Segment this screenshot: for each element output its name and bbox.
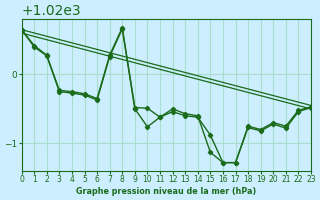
X-axis label: Graphe pression niveau de la mer (hPa): Graphe pression niveau de la mer (hPa): [76, 187, 256, 196]
